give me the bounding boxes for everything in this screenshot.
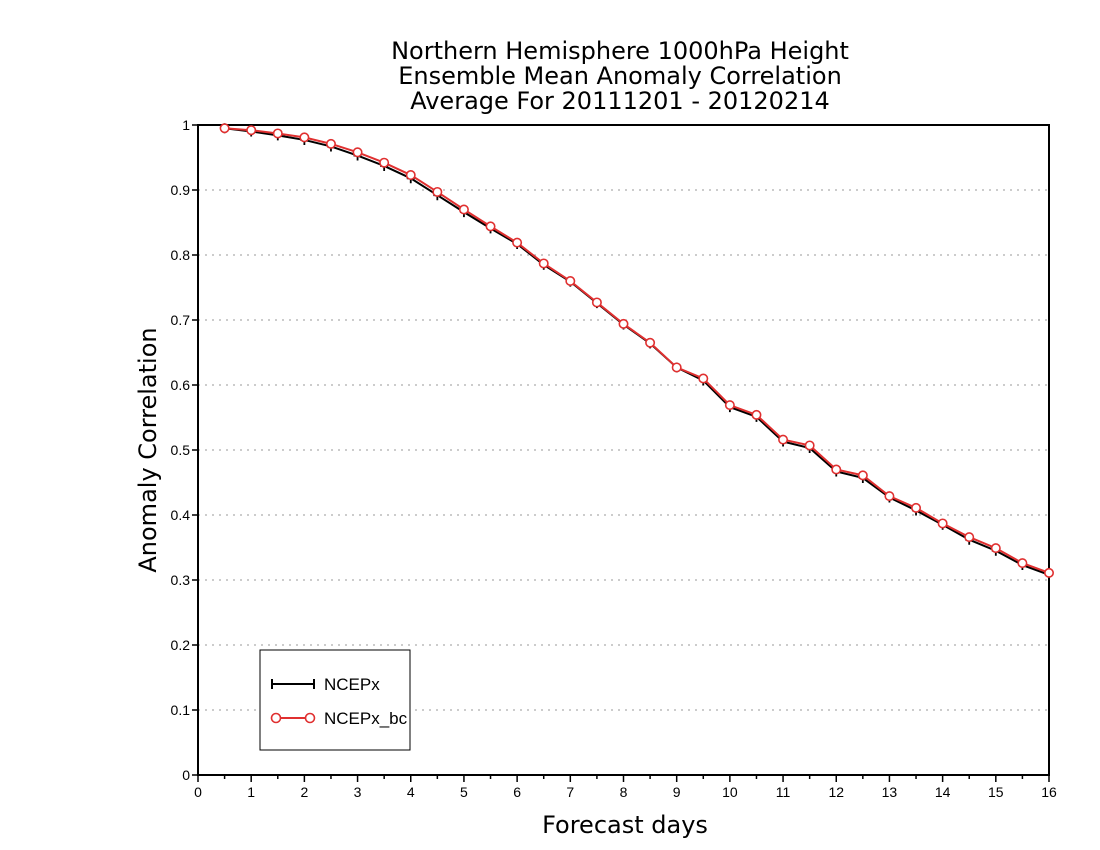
data-point-ncepx-bc [778,434,789,445]
data-point-ncepx-bc [724,400,735,411]
data-point-ncepx-bc [911,502,922,513]
x-tick-label: 14 [935,784,951,800]
x-tick-label: 10 [722,784,738,800]
x-tick-label: 11 [776,784,791,800]
data-point-ncepx-bc [964,532,975,543]
x-axis-label: Forecast days [542,811,708,839]
data-point-ncepx-bc [432,186,443,197]
series-lines [219,123,1055,580]
data-point-ncepx-bc [299,132,310,143]
x-tick-label: 3 [354,784,362,800]
axis-ticks: 00.10.20.30.40.50.60.70.80.910 1 2 3 4 5 6 7 8 9 1… [171,117,1057,800]
series-line-ncepx [224,127,1050,576]
y-tick-label: 0.2 [171,637,191,653]
data-point-ncepx-bc [512,237,523,248]
title-line-3: Average For 20111201 - 20120214 [410,87,830,115]
legend-box [259,649,411,751]
chart-title: Northern Hemisphere 1000hPa Height Ensem… [391,37,849,115]
x-tick-label: 15 [988,784,1004,800]
data-point-ncepx-bc [645,337,656,348]
data-point-ncepx-bc [671,362,682,373]
data-point-ncepx-bc [831,464,842,475]
x-tick-label: 2 [300,784,308,800]
x-tick-label: 12 [828,784,844,800]
y-axis-label: Anomaly Correlation [134,327,162,572]
y-tick-label: 0.7 [171,312,191,328]
data-point-ncepx-bc [352,147,363,158]
y-tick-label: 0.3 [171,572,191,588]
data-point-ncepx-bc [1044,567,1055,578]
x-tick-label: 6 [513,784,521,800]
x-tick-label: 0 [194,784,202,800]
data-point-ncepx-bc [272,128,283,139]
data-point-ncepx-bc [990,543,1001,554]
data-point-ncepx-bc [565,275,576,286]
data-point-ncepx-bc [458,204,469,215]
legend-item-ncepx-bc: NCEPx_bc [270,709,408,728]
data-point-ncepx-bc [857,470,868,481]
data-point-ncepx-bc [937,518,948,529]
y-tick-label: 1 [182,117,190,133]
data-point-ncepx-bc [485,221,496,232]
data-point-ncepx-bc [219,123,230,134]
legend-label-ncepx: NCEPx [324,675,380,694]
title-line-2: Ensemble Mean Anomaly Correlation [398,62,842,90]
y-tick-label: 0.5 [171,442,191,458]
y-tick-label: 0.8 [171,247,191,263]
legend-item-ncepx: NCEPx [271,675,380,694]
y-tick-label: 0 [182,767,190,783]
x-tick-label: 5 [460,784,468,800]
data-point-ncepx-bc [405,170,416,181]
y-tick-label: 0.1 [171,702,191,718]
data-point-ncepx-bc [884,491,895,502]
plus-marker-icon [271,679,315,689]
y-tick-label: 0.4 [171,507,191,523]
data-point-ncepx-bc [804,440,815,451]
x-tick-label: 7 [566,784,574,800]
y-tick-label: 0.9 [171,182,191,198]
x-tick-label: 9 [673,784,681,800]
data-point-ncepx-bc [1017,558,1028,569]
gridlines [198,189,1049,711]
y-tick-label: 0.6 [171,377,191,393]
data-point-ncepx-bc [751,409,762,420]
data-point-ncepx-bc [246,125,257,136]
x-tick-label: 13 [882,784,898,800]
x-tick-label: 4 [407,784,415,800]
data-point-ncepx-bc [591,297,602,308]
data-point-ncepx-bc [538,258,549,269]
legend-label-ncepx-bc: NCEPx_bc [324,709,408,728]
circle-marker-icon [304,712,316,724]
x-tick-label: 16 [1041,784,1057,800]
data-point-ncepx-bc [325,138,336,149]
data-point-ncepx-bc [698,373,709,384]
legend: NCEPx NCEPx_bc [259,649,411,751]
series-line-ncepx-bc [224,127,1050,574]
data-point-ncepx-bc [618,318,629,329]
x-tick-label: 1 [247,784,255,800]
circle-marker-icon [270,712,282,724]
data-point-ncepx-bc [379,157,390,168]
x-tick-label: 8 [620,784,628,800]
title-line-1: Northern Hemisphere 1000hPa Height [391,37,849,65]
